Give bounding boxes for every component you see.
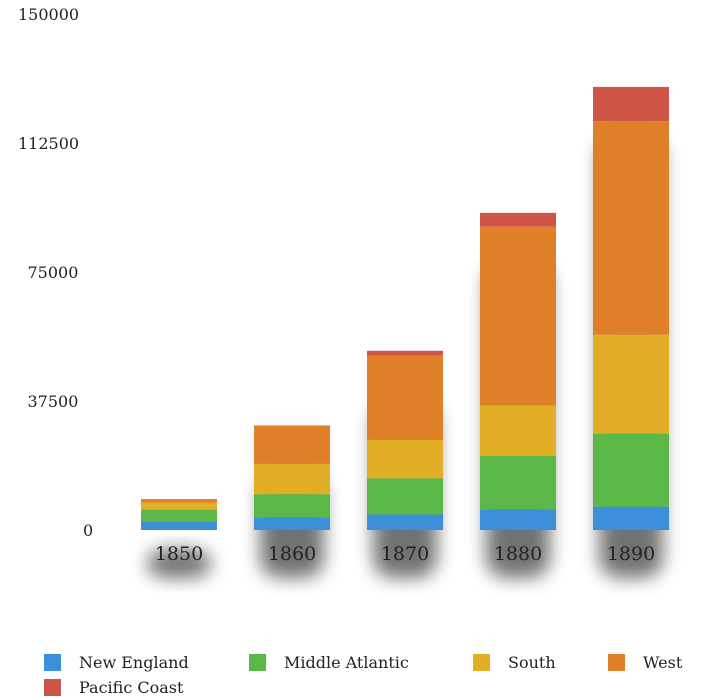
legend-swatch	[44, 653, 61, 671]
legend-swatch	[608, 653, 625, 671]
legend-swatch	[473, 653, 490, 671]
y-tick-label: 37500	[28, 392, 79, 411]
bar-segment-pacific-coast-1880	[480, 212, 556, 227]
bar-segment-pacific-coast-1890	[593, 86, 669, 122]
bar-segment-west-1850	[141, 499, 217, 503]
bar-segment-new-england-1850	[141, 521, 217, 530]
bar-segment-middle-atlantic-1890	[593, 433, 669, 507]
bar-segment-middle-atlantic-1860	[254, 494, 330, 518]
bar-segment-west-1860	[254, 425, 330, 464]
legend-swatch	[249, 653, 266, 671]
legend-label: Pacific Coast	[79, 677, 184, 697]
bar-segment-new-england-1870	[367, 514, 443, 530]
legend-item-new-england: New England	[44, 652, 189, 672]
y-axis-tick-labels: 0 37500 75000 112500 150000	[18, 5, 93, 540]
bar-segment-west-1870	[367, 355, 443, 440]
legend-item-west: West	[608, 652, 682, 672]
bar-segment-new-england-1890	[593, 506, 669, 530]
bar-segment-south-1880	[480, 405, 556, 457]
x-tick-label: 1850	[155, 543, 203, 565]
legend-item-middle-atlantic: Middle Atlantic	[249, 652, 409, 672]
y-tick-label: 150000	[18, 5, 79, 24]
legend: New England Middle Atlantic South West Pacif…	[0, 648, 703, 697]
bars	[141, 86, 669, 530]
bar-segment-south-1850	[141, 502, 217, 510]
legend-label: Middle Atlantic	[284, 652, 409, 672]
legend-label: West	[643, 652, 683, 672]
bar-segment-middle-atlantic-1870	[367, 478, 443, 515]
bar-segment-south-1870	[367, 439, 443, 479]
bar-segment-west-1890	[593, 121, 669, 335]
bar-segment-pacific-coast-1870	[367, 350, 443, 356]
x-tick-label: 1880	[494, 543, 542, 565]
bar-segment-middle-atlantic-1850	[141, 509, 217, 522]
legend-label: South	[508, 652, 556, 672]
y-tick-label: 112500	[18, 134, 79, 153]
legend-item-pacific-coast: Pacific Coast	[44, 677, 183, 697]
bar-segment-west-1880	[480, 226, 556, 406]
bar-segment-south-1890	[593, 334, 669, 434]
x-tick-label: 1890	[607, 543, 655, 565]
y-tick-label: 0	[83, 521, 93, 540]
bar-segment-new-england-1860	[254, 517, 330, 530]
bar-segment-new-england-1880	[480, 509, 556, 530]
x-tick-label: 1870	[381, 543, 429, 565]
bar-shadow	[147, 549, 211, 578]
bar-segment-middle-atlantic-1880	[480, 456, 556, 510]
legend-swatch	[44, 678, 61, 696]
bar-segment-south-1860	[254, 463, 330, 495]
legend-label: New England	[79, 652, 189, 672]
stacked-bar-chart: 0 37500 75000 112500 150000 1850 1860 1870 1880…	[18, 5, 669, 579]
legend-item-south: South	[473, 652, 556, 672]
x-tick-label: 1860	[268, 543, 316, 565]
x-axis-tick-labels: 1850 1860 1870 1880 1890	[155, 543, 655, 565]
y-tick-label: 75000	[28, 263, 79, 282]
